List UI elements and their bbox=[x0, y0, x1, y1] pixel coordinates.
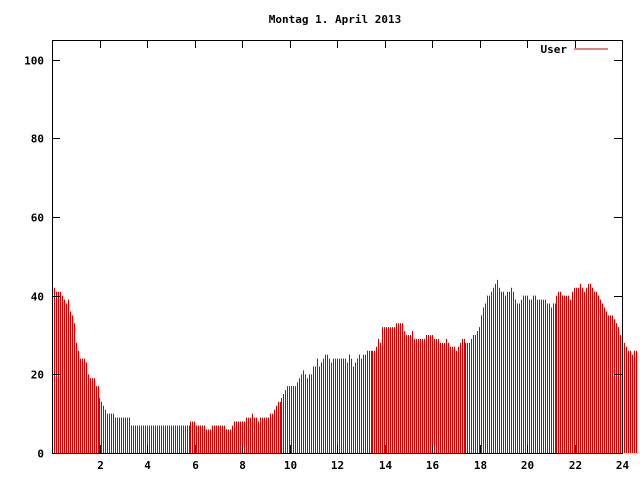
x-tick-label: 20 bbox=[521, 459, 534, 472]
x-tick-label: 6 bbox=[192, 459, 199, 472]
x-tick-label: 18 bbox=[474, 459, 487, 472]
legend: User bbox=[541, 43, 608, 56]
x-tick-label: 24 bbox=[616, 459, 630, 472]
x-tick-label: 10 bbox=[284, 459, 297, 472]
y-tick-label: 40 bbox=[31, 291, 44, 304]
x-tick-label: 22 bbox=[569, 459, 582, 472]
y-tick-label: 20 bbox=[31, 369, 44, 382]
y-tick-label: 0 bbox=[37, 448, 44, 461]
chart-title: Montag 1. April 2013 bbox=[269, 13, 401, 26]
y-tick-label: 80 bbox=[31, 133, 44, 146]
x-tick-label: 16 bbox=[426, 459, 440, 472]
bars bbox=[52, 279, 637, 453]
x-tick-label: 14 bbox=[379, 459, 393, 472]
x-tick-label: 12 bbox=[331, 459, 344, 472]
x-tick-label: 4 bbox=[144, 459, 151, 472]
y-tick-label: 100 bbox=[24, 55, 44, 68]
x-tick-label: 8 bbox=[239, 459, 246, 472]
legend-label: User bbox=[541, 43, 568, 56]
x-tick-label: 2 bbox=[97, 459, 104, 472]
y-tick-label: 60 bbox=[31, 212, 44, 225]
